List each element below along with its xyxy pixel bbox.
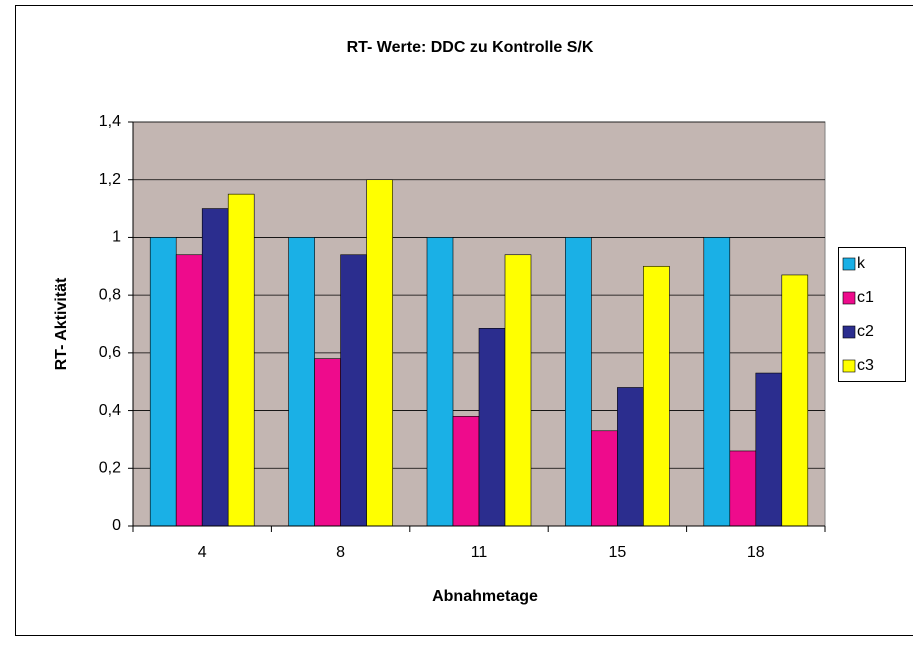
- x-tick-label: 15: [609, 544, 627, 561]
- bar: [643, 265, 670, 527]
- bar: [478, 328, 506, 527]
- bar: [288, 237, 315, 527]
- bar: [175, 254, 203, 527]
- bar: [314, 358, 341, 527]
- bar: [340, 254, 367, 527]
- y-tick-label: 0,6: [99, 344, 121, 361]
- bar: [426, 237, 454, 527]
- bar: [781, 274, 809, 527]
- bar: [591, 430, 618, 527]
- y-tick-label: 1: [112, 229, 121, 246]
- legend-swatch: [842, 257, 856, 271]
- bar: [201, 208, 229, 527]
- bar: [366, 179, 393, 527]
- bar: [617, 387, 644, 527]
- y-tick-label: 0,2: [99, 460, 121, 477]
- x-tick-label: 8: [336, 544, 345, 561]
- y-tick-label: 0,8: [99, 286, 121, 303]
- bar: [227, 193, 255, 527]
- bar: [452, 416, 480, 527]
- legend-label: c3: [857, 357, 874, 374]
- legend-label: c1: [857, 289, 874, 306]
- legend-label: c2: [857, 323, 874, 340]
- bar: [504, 254, 532, 527]
- y-tick-label: 1,4: [99, 113, 121, 130]
- bar: [565, 237, 592, 527]
- chart-title: RT- Werte: DDC zu Kontrolle S/K: [347, 39, 594, 56]
- legend-swatch: [842, 359, 856, 373]
- bar: [703, 237, 731, 527]
- y-tick-label: 0: [112, 517, 121, 534]
- bar: [729, 450, 757, 527]
- legend-swatch: [842, 291, 856, 305]
- x-tick-label: 4: [198, 544, 207, 561]
- legend-swatch: [842, 325, 856, 339]
- y-axis-title: RT- Aktivität: [53, 277, 70, 370]
- x-tick-label: 11: [471, 544, 488, 561]
- y-tick-label: 0,4: [99, 402, 121, 419]
- bar: [149, 237, 177, 527]
- x-axis-title: Abnahmetage: [432, 588, 538, 605]
- y-tick-label: 1,2: [99, 171, 121, 188]
- legend-label: k: [857, 255, 866, 272]
- bar: [755, 372, 783, 527]
- x-tick-label: 18: [747, 544, 765, 561]
